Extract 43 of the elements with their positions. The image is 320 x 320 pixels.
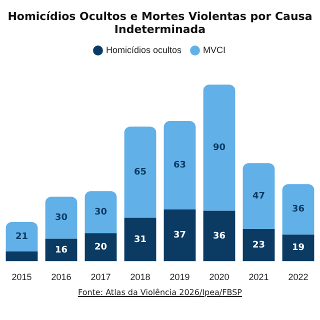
x-tick-label: 2018: [130, 272, 150, 282]
legend-label: Homicídios ocultos: [106, 44, 182, 55]
bar: [84, 233, 117, 262]
x-tick-label: 2015: [12, 272, 32, 282]
data-label: 20: [94, 242, 108, 253]
bar: [203, 210, 236, 262]
bar: [282, 184, 314, 235]
bar: [164, 121, 196, 210]
source-note: Fonte: Atlas da Violência 2026/Ipea/FBSP: [77, 288, 243, 297]
data-label: 16: [54, 245, 68, 256]
data-label: 37: [173, 230, 186, 241]
bar: [242, 228, 275, 262]
data-label: 90: [212, 143, 226, 154]
data-label: 65: [134, 168, 147, 178]
data-label: 36: [212, 231, 226, 242]
x-tick-label: 2022: [288, 272, 308, 282]
chart-title: Homicídios Ocultos e Mortes Violentas por Causa Indeterminada: [6, 10, 314, 36]
data-label: 30: [54, 213, 68, 224]
bar: [242, 163, 275, 229]
x-tick-label: 2016: [51, 272, 72, 282]
data-label: 23: [252, 240, 266, 250]
bar: [84, 191, 117, 234]
data-label: 47: [252, 191, 266, 202]
bar: [6, 222, 38, 252]
x-tick-label: 2019: [170, 272, 190, 282]
bar: [6, 251, 38, 262]
data-label: 31: [134, 234, 147, 245]
data-label: 30: [94, 207, 108, 218]
legend-label: MVCI: [203, 44, 226, 55]
bar: [124, 218, 156, 262]
x-tick-label: 2017: [90, 272, 111, 282]
bar: [45, 238, 78, 262]
data-label: 21: [15, 232, 28, 242]
x-tick-label: 2021: [248, 272, 269, 282]
data-label: 36: [292, 204, 305, 215]
bar: [45, 196, 78, 239]
x-tick-label: 2020: [209, 272, 230, 282]
bar: [164, 209, 196, 262]
data-label: 19: [292, 243, 305, 254]
data-label: 63: [173, 160, 186, 171]
bar: [203, 84, 236, 211]
bar: [124, 126, 156, 218]
bar: [282, 234, 314, 262]
